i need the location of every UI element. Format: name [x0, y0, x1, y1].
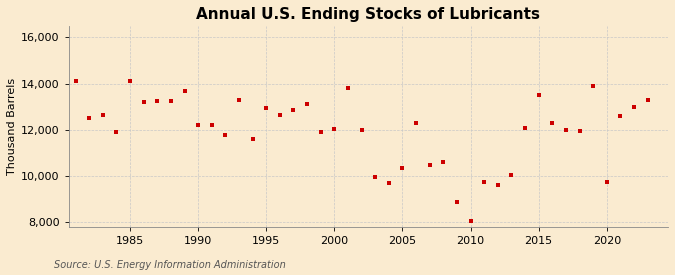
Point: [70, 79, 81, 84]
Point: [397, 166, 408, 170]
Point: [452, 199, 462, 204]
Point: [111, 130, 122, 134]
Point: [179, 89, 190, 93]
Point: [356, 128, 367, 132]
Point: [588, 84, 599, 88]
Point: [220, 132, 231, 137]
Point: [410, 121, 421, 125]
Point: [615, 114, 626, 118]
Text: Source: U.S. Energy Information Administration: Source: U.S. Energy Information Administ…: [54, 260, 286, 270]
Point: [302, 102, 313, 107]
Point: [506, 173, 517, 177]
Point: [84, 116, 95, 120]
Point: [234, 98, 244, 102]
Point: [479, 180, 489, 184]
Point: [152, 99, 163, 103]
Point: [533, 93, 544, 97]
Point: [138, 100, 149, 104]
Point: [560, 128, 571, 132]
Point: [315, 130, 326, 134]
Point: [642, 98, 653, 102]
Point: [193, 123, 204, 128]
Point: [97, 113, 108, 117]
Point: [383, 181, 394, 185]
Point: [247, 137, 258, 141]
Point: [547, 121, 558, 125]
Point: [288, 108, 299, 112]
Point: [425, 163, 435, 167]
Point: [261, 106, 271, 110]
Point: [520, 125, 531, 130]
Title: Annual U.S. Ending Stocks of Lubricants: Annual U.S. Ending Stocks of Lubricants: [196, 7, 541, 22]
Point: [628, 104, 639, 109]
Point: [601, 180, 612, 184]
Point: [574, 129, 585, 133]
Point: [207, 123, 217, 128]
Point: [275, 113, 286, 117]
Point: [370, 175, 381, 180]
Point: [329, 126, 340, 131]
Point: [438, 160, 449, 164]
Point: [125, 79, 136, 84]
Y-axis label: Thousand Barrels: Thousand Barrels: [7, 78, 17, 175]
Point: [492, 183, 503, 188]
Point: [165, 99, 176, 103]
Point: [343, 86, 354, 90]
Point: [465, 219, 476, 224]
